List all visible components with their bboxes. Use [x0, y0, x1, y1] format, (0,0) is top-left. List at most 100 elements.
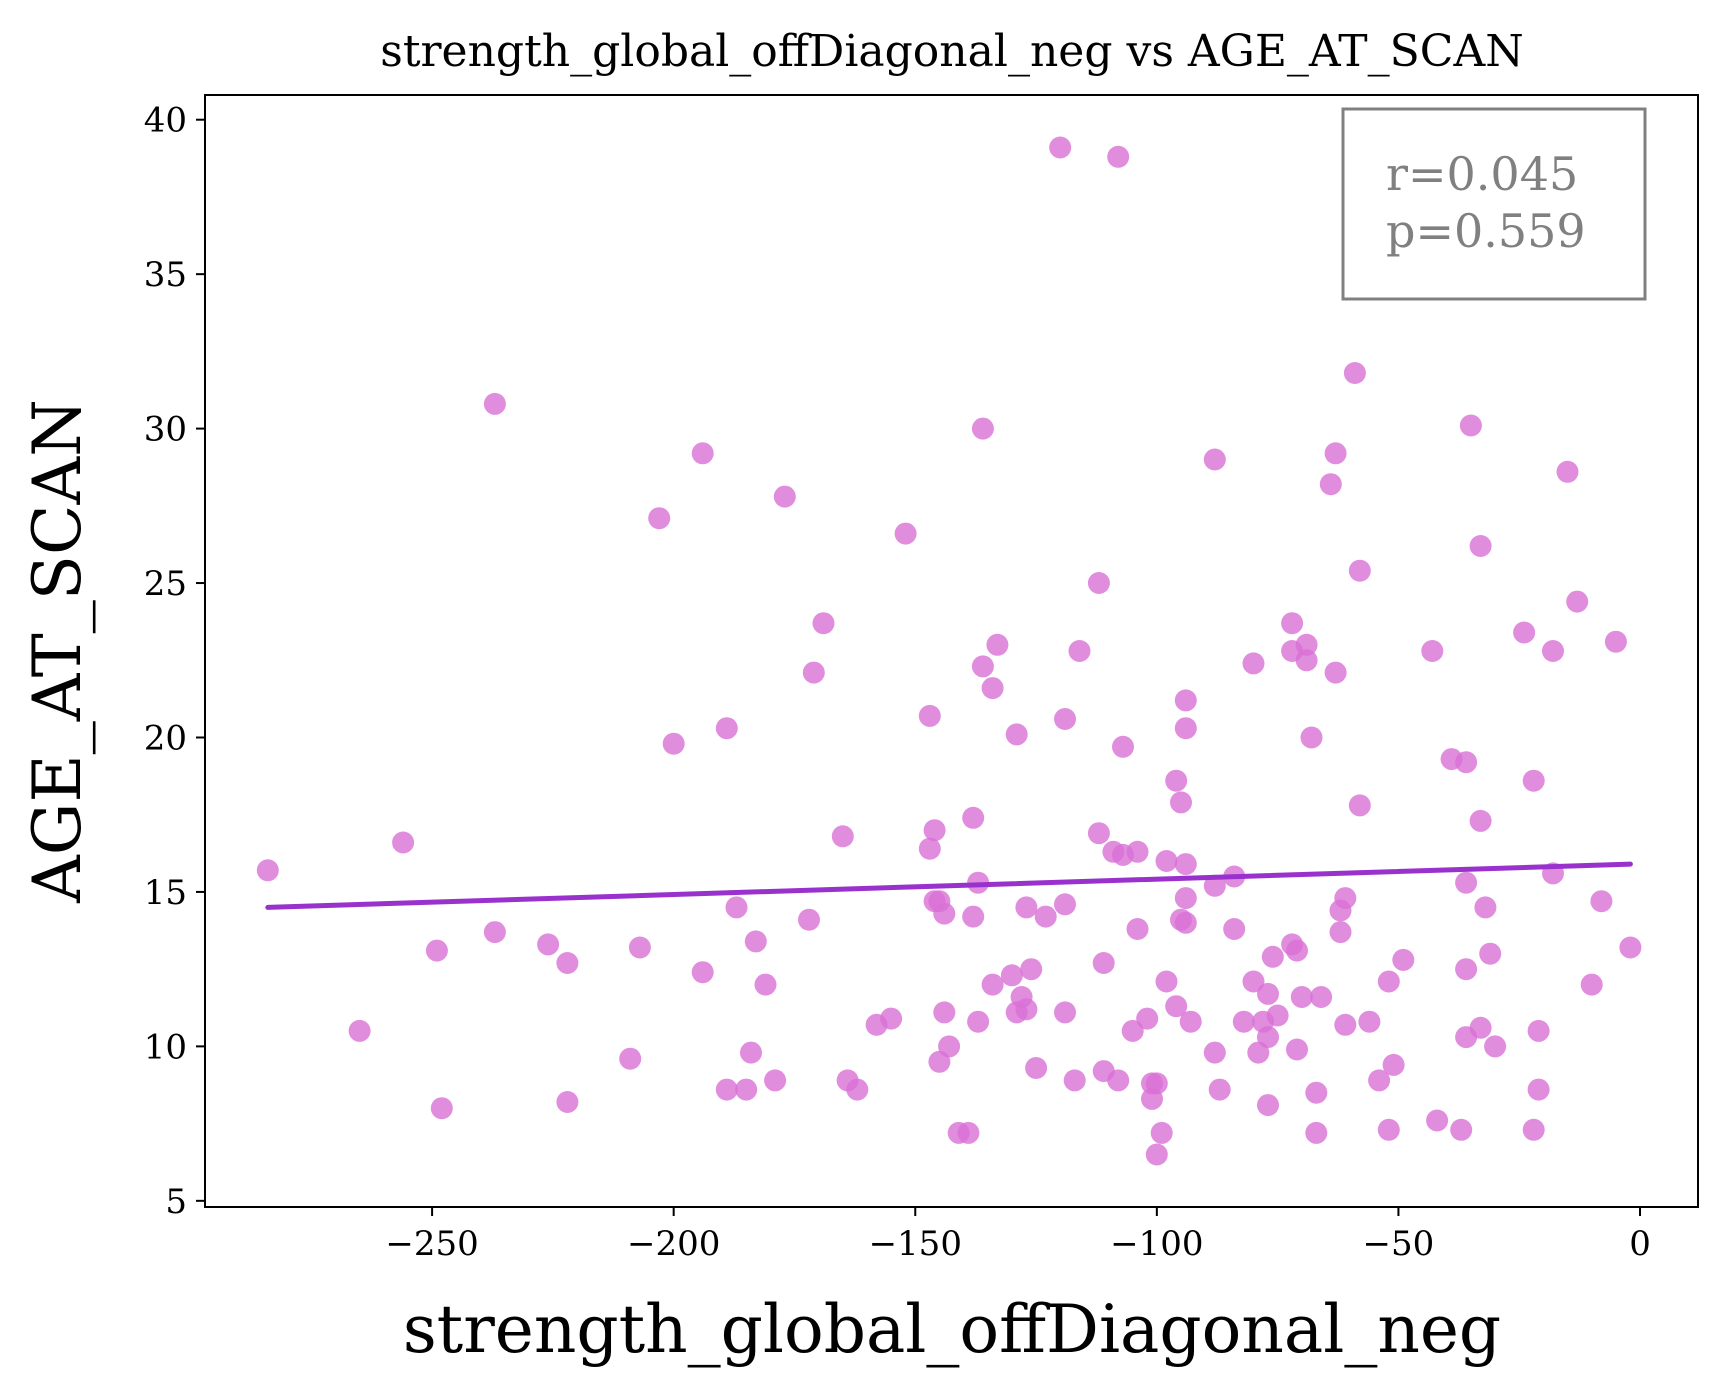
data-point — [1305, 1121, 1328, 1144]
data-point — [773, 485, 796, 508]
data-point — [1479, 942, 1502, 965]
data-point — [1145, 1143, 1168, 1166]
data-point — [1121, 1019, 1144, 1042]
data-point — [764, 1069, 787, 1092]
data-point — [1459, 414, 1482, 437]
data-point — [1334, 887, 1357, 910]
data-point — [1590, 890, 1613, 913]
data-point — [1257, 982, 1279, 1005]
data-point — [691, 442, 714, 465]
data-point — [1174, 887, 1197, 910]
plot-area-frame — [204, 94, 1699, 1208]
data-point — [812, 612, 835, 635]
data-point — [1619, 936, 1642, 959]
data-point — [1324, 661, 1347, 684]
data-point — [1348, 794, 1371, 817]
data-point — [392, 831, 415, 854]
y-tick-label: 5 — [165, 1182, 187, 1222]
data-point — [1112, 735, 1134, 758]
data-point — [1319, 473, 1342, 496]
data-point — [1150, 1121, 1173, 1144]
data-point — [1455, 871, 1478, 894]
data-point — [1527, 1019, 1550, 1042]
data-point — [1604, 630, 1627, 653]
data-point — [256, 859, 279, 882]
data-point — [735, 1078, 758, 1101]
data-point — [1290, 986, 1313, 1008]
x-tick-label: −150 — [869, 1224, 962, 1264]
data-point — [981, 973, 1004, 996]
data-point — [1165, 769, 1188, 792]
data-point — [715, 1078, 738, 1101]
data-point — [1025, 1057, 1048, 1079]
data-point — [831, 825, 854, 848]
data-point — [1005, 723, 1028, 746]
y-axis-label: AGE_AT_SCAN — [19, 399, 96, 904]
data-point — [1126, 840, 1149, 863]
data-point — [1392, 948, 1415, 971]
data-point — [1034, 905, 1057, 928]
data-point — [740, 1041, 762, 1064]
data-point — [1087, 572, 1110, 594]
data-point — [1155, 970, 1178, 993]
data-point — [1092, 952, 1115, 974]
data-point — [1174, 911, 1197, 934]
data-point — [430, 1097, 453, 1120]
data-point — [846, 1078, 869, 1101]
data-point — [1368, 1069, 1391, 1092]
data-point — [1000, 964, 1023, 987]
data-point — [798, 908, 820, 931]
data-point — [894, 522, 917, 545]
data-point — [933, 902, 956, 925]
x-tick-label: −50 — [1363, 1224, 1435, 1264]
data-point — [1174, 853, 1197, 876]
data-point — [1329, 921, 1352, 944]
data-point — [1527, 1078, 1550, 1101]
data-point — [1426, 1109, 1449, 1132]
points-layer — [256, 136, 1642, 1166]
data-point — [971, 655, 994, 678]
data-point — [1155, 850, 1178, 872]
data-point — [1174, 717, 1197, 740]
data-point — [628, 936, 651, 959]
data-point — [1203, 448, 1226, 471]
data-point — [1469, 809, 1492, 832]
stats-annotation: r=0.045 p=0.559 — [1341, 107, 1647, 301]
data-point — [1242, 652, 1265, 675]
data-point — [1020, 958, 1043, 981]
y-tick-label: 20 — [144, 718, 187, 758]
data-point — [425, 939, 448, 962]
data-point — [1580, 973, 1603, 996]
data-point — [962, 905, 985, 928]
data-point — [754, 973, 777, 996]
data-point — [725, 896, 748, 919]
data-point — [1068, 640, 1091, 662]
data-point — [1310, 986, 1333, 1008]
data-point — [1257, 1026, 1279, 1049]
data-point — [1377, 970, 1400, 993]
x-tick-label: −200 — [627, 1224, 720, 1264]
data-point — [662, 732, 685, 755]
data-point — [986, 633, 1009, 656]
x-tick-label: 0 — [1629, 1224, 1651, 1264]
data-point — [1054, 708, 1076, 730]
data-point — [1223, 918, 1246, 940]
y-tick-label: 15 — [144, 873, 187, 913]
data-point — [1203, 874, 1226, 897]
data-point — [1522, 769, 1545, 792]
data-point — [1054, 893, 1076, 916]
data-point — [1556, 460, 1579, 483]
data-point — [1170, 791, 1192, 814]
data-point — [1208, 1078, 1231, 1101]
data-point — [556, 952, 579, 974]
x-axis-ticks: −250 −200 −150 −100 −50 0 — [385, 1207, 1651, 1264]
data-point — [1343, 362, 1366, 384]
data-point — [1261, 945, 1284, 968]
data-point — [1334, 1013, 1357, 1036]
data-point — [1281, 612, 1304, 635]
chart-title: strength_global_offDiagonal_neg vs AGE_A… — [380, 26, 1523, 77]
data-point — [619, 1047, 642, 1070]
data-point — [971, 417, 994, 440]
data-point — [744, 930, 767, 953]
data-point — [483, 392, 506, 415]
